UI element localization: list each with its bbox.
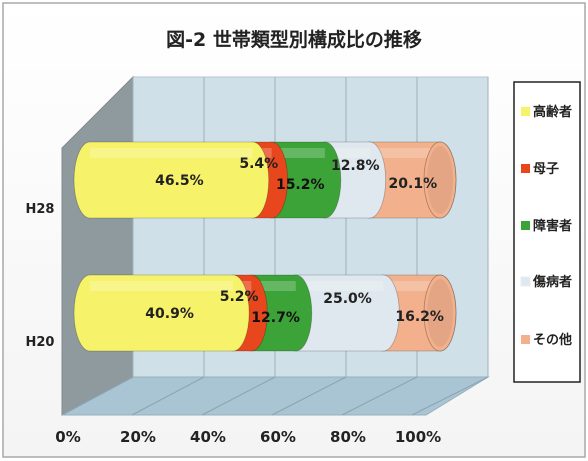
category-label: H28 <box>26 202 55 217</box>
bar-series <box>73 141 457 352</box>
x-tick-label: 20% <box>120 428 156 446</box>
legend-box <box>513 81 581 383</box>
legend-label: 母子 <box>533 162 559 177</box>
floor-gridline <box>271 376 347 416</box>
bar-segment <box>279 274 400 352</box>
x-tick-label: 100% <box>395 428 441 446</box>
legend-label: その他 <box>533 332 572 348</box>
data-label: 12.8% <box>331 158 380 174</box>
data-label: 25.0% <box>323 291 372 307</box>
bar-segment <box>73 141 270 219</box>
value-labels: 46.5% 5.4% 15.2% 12.8% 20.1% 40.9% 5.2% 12.7% 25… <box>145 156 444 326</box>
bar-highlight <box>90 148 253 158</box>
floor-gridline <box>411 376 489 416</box>
legend-swatch <box>521 335 530 344</box>
category-label: H20 <box>26 335 55 350</box>
data-label: 20.1% <box>389 176 438 192</box>
gridlines <box>61 77 489 416</box>
floor-gridline <box>131 376 205 416</box>
bar-body <box>73 141 270 219</box>
floor-gridline <box>341 376 418 416</box>
legend-swatch <box>521 221 530 230</box>
bar-segment <box>73 274 250 352</box>
data-label: 12.7% <box>251 310 300 326</box>
bar-highlight <box>271 148 325 158</box>
bar-end-cap-shade <box>427 146 453 214</box>
data-label: 5.2% <box>220 289 259 305</box>
legend-label: 障害者 <box>533 218 572 234</box>
data-label: 5.4% <box>239 156 278 172</box>
value-axis-tick-labels: 0% 20% 40% 60% 80% 100% <box>55 428 441 446</box>
bar-highlight <box>90 281 234 291</box>
legend-label: 傷病者 <box>532 274 572 290</box>
bar-end-cap <box>423 141 457 219</box>
legend-swatch <box>521 164 530 173</box>
data-label: 16.2% <box>395 309 444 325</box>
legend-label: 高齢者 <box>533 104 572 120</box>
x-tick-label: 0% <box>55 428 80 446</box>
bar-end-cap <box>423 274 457 352</box>
bar-body <box>73 274 250 352</box>
chart-title: 図-2 世帯類型別構成比の推移 <box>166 28 422 51</box>
x-tick-label: 80% <box>330 428 366 446</box>
legend-swatch <box>520 276 531 287</box>
data-label: 15.2% <box>276 177 325 193</box>
floor-gridline <box>61 376 134 416</box>
floor-gridline <box>201 376 276 416</box>
data-label: 46.5% <box>155 173 204 189</box>
x-tick-label: 60% <box>260 428 296 446</box>
legend-swatch <box>521 107 530 116</box>
bar-end-cap-shade <box>427 279 453 347</box>
bar-highlight <box>383 281 440 291</box>
data-label: 40.9% <box>145 306 194 322</box>
bar-highlight <box>369 148 440 158</box>
bar-highlight <box>295 281 384 291</box>
category-axis-labels: H28 H20 <box>26 202 55 350</box>
x-tick-label: 40% <box>190 428 226 446</box>
